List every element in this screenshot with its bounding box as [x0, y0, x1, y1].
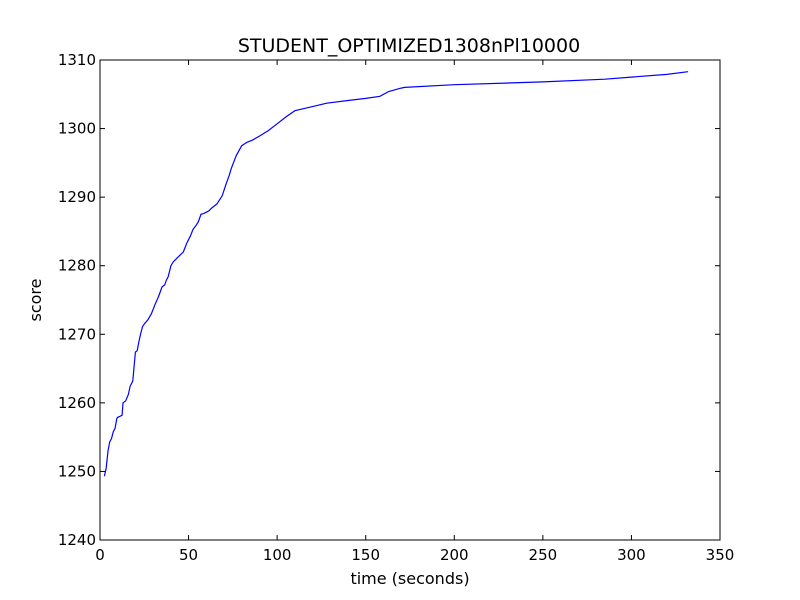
y-tick-label: 1280: [58, 257, 96, 275]
x-tick-label: 100: [263, 546, 292, 564]
x-tick-label: 50: [179, 546, 198, 564]
y-tick-label: 1260: [58, 394, 96, 412]
x-tick-label: 200: [440, 546, 469, 564]
chart-title: STUDENT_OPTIMIZED1308nPl10000: [238, 35, 580, 57]
x-tick-label: 350: [706, 546, 735, 564]
y-tick-label: 1240: [58, 531, 96, 549]
plot-area: [99, 59, 721, 541]
y-tick-label: 1250: [58, 462, 96, 480]
axis-ticks: [99, 59, 721, 541]
tick-labels: 0 50 100 150 200 250 300 350 1240 1250 1260 1270 128…: [58, 51, 735, 564]
x-axis-title: time (seconds): [350, 569, 469, 588]
x-tick-label: 300: [617, 546, 646, 564]
y-tick-label: 1270: [58, 325, 96, 343]
x-tick-label: 0: [95, 546, 105, 564]
y-tick-label: 1310: [58, 51, 96, 69]
series-line: [103, 71, 689, 477]
y-tick-label: 1300: [58, 120, 96, 138]
y-tick-label: 1290: [58, 188, 96, 206]
x-tick-label: 250: [529, 546, 558, 564]
x-tick-label: 150: [351, 546, 380, 564]
y-axis-title: score: [26, 279, 45, 322]
